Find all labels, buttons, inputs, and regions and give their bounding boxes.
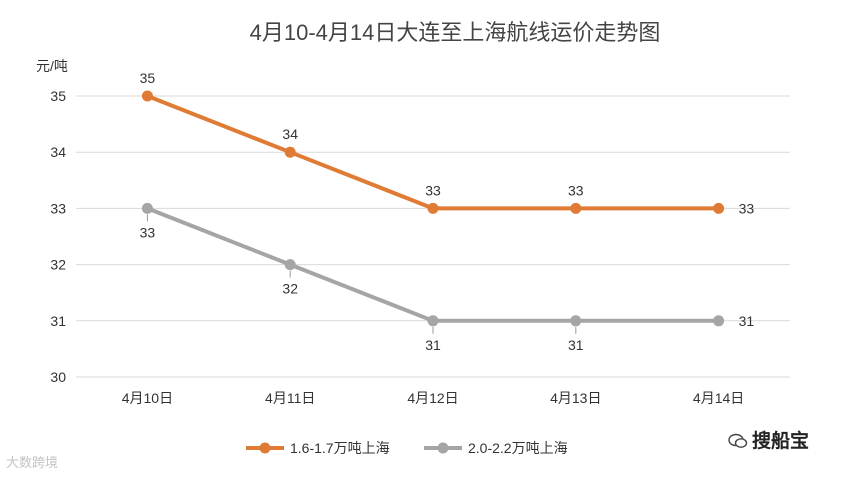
series-2-point	[713, 315, 725, 327]
series-group: 35 34 33 33 33 33 32 31 31 31	[140, 70, 755, 353]
series-1-point	[284, 146, 296, 158]
y-tick-label: 34	[50, 144, 66, 160]
series-2-point	[284, 259, 296, 271]
watermark-right-text: 搜船宝	[752, 430, 810, 452]
series-2: 33 32 31 31 31	[140, 202, 755, 353]
series-2-point	[141, 202, 153, 214]
y-tick-label: 35	[50, 88, 66, 104]
data-label: 31	[425, 337, 441, 353]
series-1: 35 34 33 33 33	[140, 70, 755, 216]
data-label: 31	[568, 337, 584, 353]
legend-label: 1.6-1.7万吨上海	[290, 440, 390, 456]
gridlines	[76, 95, 790, 378]
series-2-point	[570, 315, 582, 327]
watermark-left-text: 大数跨境	[6, 456, 59, 471]
data-label: 33	[568, 182, 584, 198]
y-tick-label: 30	[50, 369, 66, 385]
y-tick-label: 32	[50, 257, 66, 273]
data-label: 34	[282, 126, 298, 142]
x-tick-label: 4月11日	[265, 390, 315, 406]
y-axis-ticks: 30 31 32 33 34 35	[50, 88, 66, 385]
watermark-left: 大数跨境	[6, 452, 58, 471]
y-tick-label: 33	[50, 200, 66, 216]
chart-title: 4月10-4月14日大连至上海航线运价走势图	[250, 20, 661, 45]
data-label: 32	[282, 281, 298, 297]
legend-label: 2.0-2.2万吨上海	[468, 440, 568, 456]
series-1-point	[570, 202, 582, 214]
series-1-point	[427, 202, 439, 214]
x-tick-label: 4月13日	[550, 390, 601, 406]
data-label: 35	[140, 70, 156, 86]
legend-swatch-marker	[437, 442, 449, 454]
x-tick-label: 4月12日	[407, 390, 458, 406]
legend: 1.6-1.7万吨上海 2.0-2.2万吨上海	[246, 440, 568, 456]
wechat-icon	[728, 433, 748, 448]
y-tick-label: 31	[50, 313, 66, 329]
x-axis-ticks: 4月10日 4月11日 4月12日 4月13日 4月14日	[122, 390, 745, 406]
series-1-point	[713, 202, 725, 214]
data-label: 33	[425, 182, 441, 198]
data-label: 31	[739, 313, 755, 329]
y-axis-unit-label: 元/吨	[36, 58, 68, 74]
x-tick-label: 4月14日	[693, 390, 744, 406]
series-1-point	[141, 90, 153, 102]
legend-swatch-marker	[259, 442, 271, 454]
series-2-point	[427, 315, 439, 327]
data-label: 33	[140, 224, 156, 240]
watermark-right: 搜船宝	[728, 426, 809, 453]
data-label: 33	[739, 200, 755, 216]
x-tick-label: 4月10日	[122, 390, 173, 406]
